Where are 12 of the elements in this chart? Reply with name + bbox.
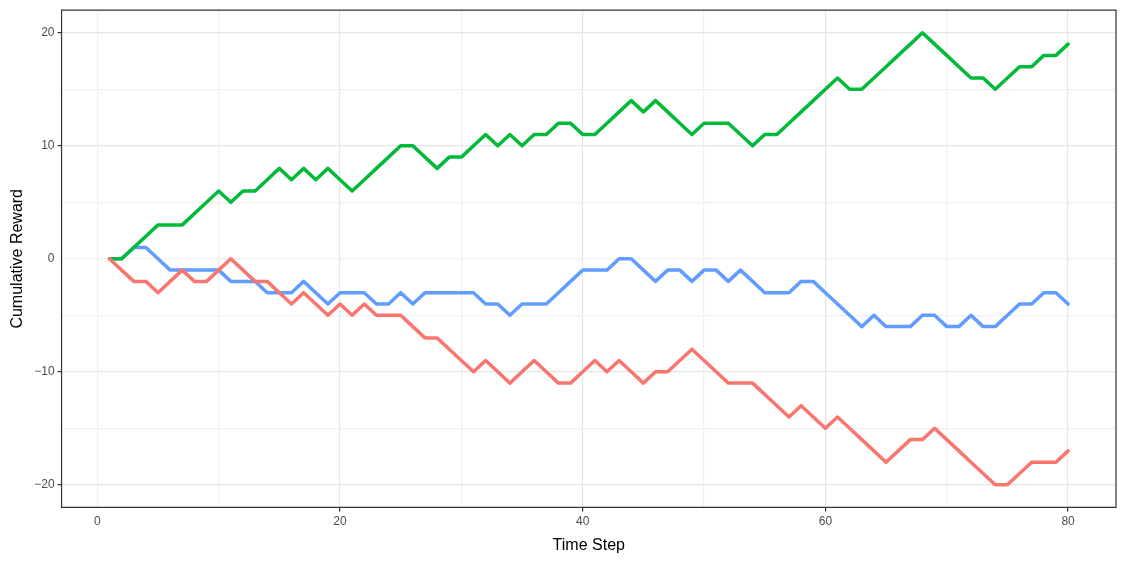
- y-tick-label: −20: [34, 477, 55, 492]
- y-tick-label: −10: [34, 364, 55, 379]
- x-tick-label: 20: [333, 513, 348, 528]
- y-tick-label: 20: [41, 25, 55, 40]
- x-axis-title: Time Step: [552, 535, 626, 553]
- x-tick-label: 0: [94, 513, 102, 528]
- y-tick-label: 10: [41, 138, 55, 153]
- x-tick-label: 40: [576, 513, 590, 528]
- x-tick-label: 80: [1061, 513, 1076, 528]
- x-tick-label: 60: [818, 513, 833, 528]
- y-axis-title: Cumulative Reward: [8, 189, 26, 329]
- y-tick-label: 0: [47, 251, 55, 266]
